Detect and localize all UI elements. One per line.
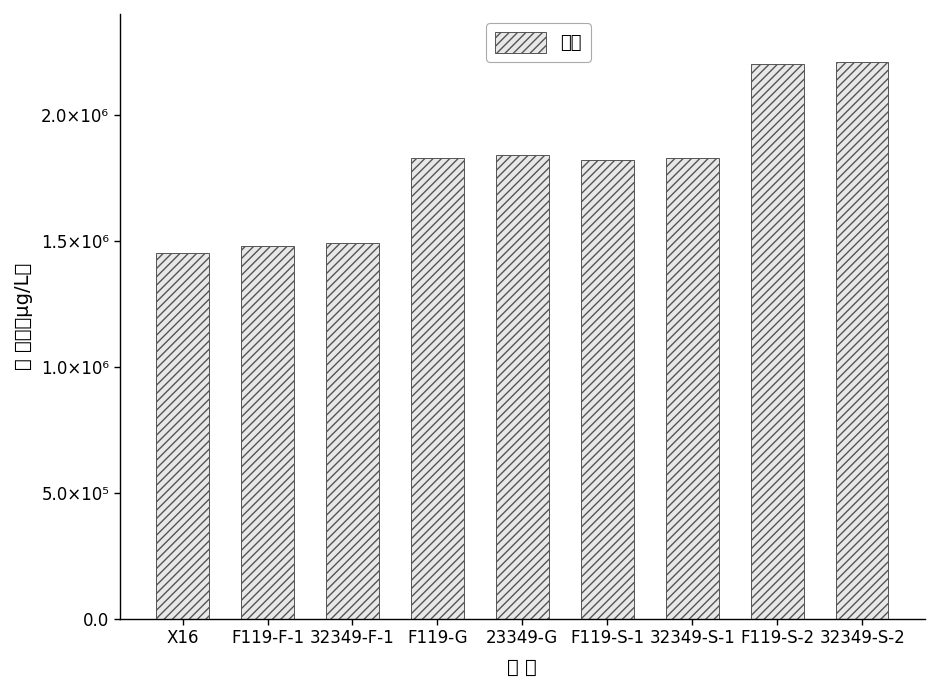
Bar xyxy=(411,158,464,618)
Legend: 酯类: 酯类 xyxy=(486,23,591,61)
Bar xyxy=(751,64,804,618)
Bar xyxy=(581,160,634,618)
Bar xyxy=(156,253,208,618)
Bar xyxy=(666,158,718,618)
X-axis label: 组 别: 组 别 xyxy=(507,658,537,677)
Bar xyxy=(326,243,378,618)
Bar xyxy=(836,61,888,618)
Bar xyxy=(496,155,548,618)
Bar xyxy=(241,246,294,618)
Y-axis label: 浓 度／（μg/L）: 浓 度／（μg/L） xyxy=(14,263,33,370)
